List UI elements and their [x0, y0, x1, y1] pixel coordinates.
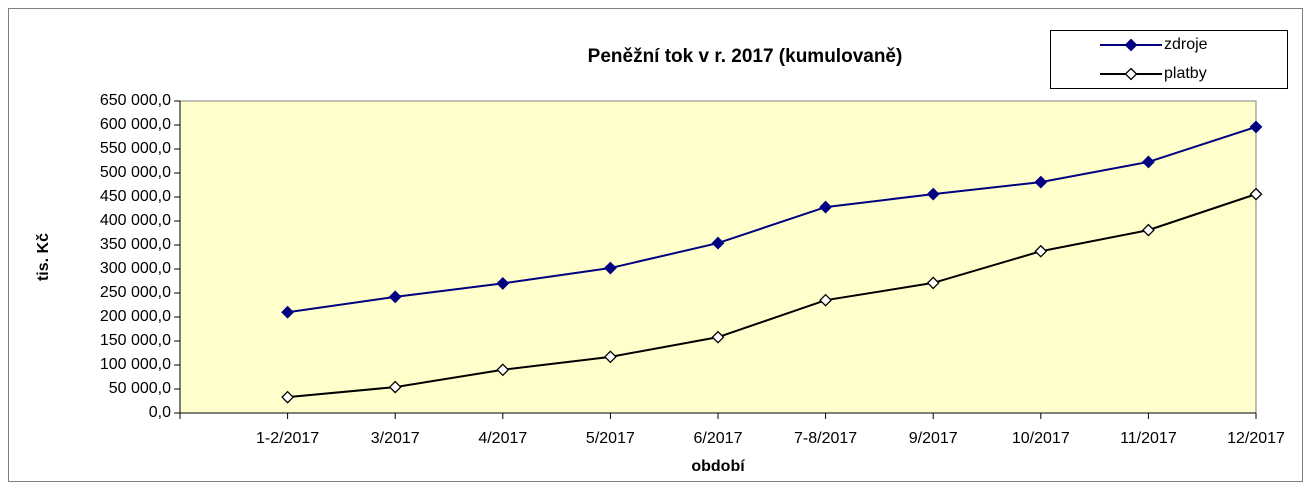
marker [281, 390, 295, 404]
legend-label: zdroje [1164, 36, 1208, 53]
marker [603, 261, 617, 275]
x-tick-label: 5/2017 [586, 430, 635, 447]
marker [496, 276, 510, 290]
y-tick-label: 650 000,0 [100, 92, 171, 109]
y-tick-label: 200 000,0 [100, 308, 171, 325]
y-tick-label: 150 000,0 [100, 332, 171, 349]
marker [711, 236, 725, 250]
marker [388, 380, 402, 394]
chart-title: Peněžní tok v r. 2017 (kumulovaně) [588, 46, 903, 67]
legend-label: platby [1164, 65, 1207, 82]
y-tick-label: 400 000,0 [100, 212, 171, 229]
x-tick-label: 11/2017 [1120, 430, 1177, 447]
marker [388, 290, 402, 304]
marker [1141, 223, 1155, 237]
y-tick-label: 100 000,0 [100, 356, 171, 373]
marker [1141, 155, 1155, 169]
y-tick-label: 300 000,0 [100, 260, 171, 277]
y-tick-label: 500 000,0 [100, 164, 171, 181]
series-line [287, 193, 1257, 399]
x-tick-label: 1-2/2017 [256, 430, 319, 447]
marker [711, 330, 725, 344]
marker [496, 363, 510, 377]
marker [1249, 187, 1263, 201]
y-axis-title: tis. Kč [35, 233, 52, 281]
marker [926, 276, 940, 290]
y-tick-label: 600 000,0 [100, 116, 171, 133]
marker [819, 200, 833, 214]
marker [819, 293, 833, 307]
plot-area [179, 100, 1257, 414]
x-tick-label: 9/2017 [909, 430, 958, 447]
legend-marker [1124, 38, 1138, 52]
x-tick-label: 10/2017 [1012, 430, 1070, 447]
marker [1249, 120, 1263, 134]
x-tick-label: 6/2017 [694, 430, 743, 447]
y-tick-label: 550 000,0 [100, 140, 171, 157]
y-tick-label: 0,0 [149, 404, 171, 421]
y-tick-label: 250 000,0 [100, 284, 171, 301]
x-tick-label: 4/2017 [478, 430, 527, 447]
series-line [287, 125, 1257, 314]
y-tick-label: 50 000,0 [109, 380, 171, 397]
marker [281, 305, 295, 319]
marker [1034, 175, 1048, 189]
marker [1034, 244, 1048, 258]
x-axis-title: období [691, 458, 745, 475]
marker [603, 350, 617, 364]
marker [926, 187, 940, 201]
y-tick-label: 450 000,0 [100, 188, 171, 205]
x-tick-label: 3/2017 [371, 430, 420, 447]
x-tick-label: 12/2017 [1227, 430, 1285, 447]
legend-marker [1124, 67, 1138, 81]
legend-box [1050, 30, 1288, 89]
x-tick-label: 7-8/2017 [794, 430, 857, 447]
y-tick-label: 350 000,0 [100, 236, 171, 253]
